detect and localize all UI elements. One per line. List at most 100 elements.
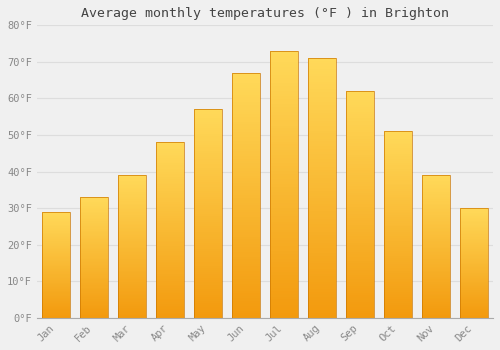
Bar: [42, 300, 70, 301]
Bar: [384, 135, 411, 137]
Bar: [118, 288, 146, 289]
Bar: [232, 139, 260, 141]
Bar: [270, 296, 297, 299]
Bar: [346, 146, 374, 148]
Bar: [42, 287, 70, 288]
Bar: [346, 198, 374, 200]
Bar: [118, 298, 146, 299]
Bar: [270, 184, 297, 187]
Bar: [346, 223, 374, 225]
Bar: [308, 58, 336, 61]
Bar: [232, 166, 260, 168]
Bar: [422, 266, 450, 268]
Bar: [346, 302, 374, 304]
Bar: [422, 242, 450, 244]
Bar: [118, 311, 146, 312]
Bar: [232, 168, 260, 171]
Bar: [270, 112, 297, 115]
Bar: [270, 313, 297, 315]
Bar: [346, 264, 374, 266]
Bar: [270, 155, 297, 158]
Bar: [118, 264, 146, 265]
Bar: [308, 173, 336, 175]
Bar: [422, 316, 450, 318]
Bar: [118, 185, 146, 187]
Bar: [194, 153, 222, 155]
Bar: [308, 300, 336, 302]
Bar: [118, 314, 146, 315]
Bar: [232, 284, 260, 286]
Bar: [422, 281, 450, 282]
Bar: [156, 184, 184, 186]
Bar: [194, 234, 222, 237]
Bar: [42, 298, 70, 299]
Bar: [308, 58, 336, 318]
Bar: [194, 205, 222, 208]
Bar: [384, 163, 411, 165]
Bar: [270, 251, 297, 254]
Bar: [80, 296, 108, 297]
Bar: [270, 166, 297, 168]
Bar: [232, 154, 260, 156]
Bar: [42, 244, 70, 245]
Bar: [460, 259, 487, 260]
Bar: [232, 90, 260, 92]
Bar: [422, 311, 450, 312]
Bar: [118, 272, 146, 274]
Bar: [80, 309, 108, 310]
Bar: [460, 242, 487, 243]
Bar: [42, 297, 70, 298]
Bar: [194, 149, 222, 151]
Bar: [232, 176, 260, 178]
Bar: [80, 288, 108, 289]
Bar: [270, 80, 297, 83]
Bar: [346, 211, 374, 214]
Bar: [384, 148, 411, 150]
Bar: [42, 313, 70, 314]
Bar: [308, 294, 336, 297]
Bar: [118, 221, 146, 222]
Bar: [194, 309, 222, 312]
Bar: [194, 316, 222, 318]
Bar: [422, 177, 450, 178]
Bar: [422, 278, 450, 279]
Bar: [42, 275, 70, 276]
Bar: [232, 217, 260, 220]
Bar: [118, 189, 146, 191]
Bar: [384, 267, 411, 270]
Bar: [42, 284, 70, 285]
Bar: [346, 209, 374, 211]
Bar: [118, 281, 146, 282]
Bar: [42, 254, 70, 255]
Bar: [118, 184, 146, 185]
Bar: [232, 249, 260, 252]
Bar: [118, 245, 146, 246]
Bar: [232, 95, 260, 97]
Bar: [308, 248, 336, 250]
Bar: [232, 110, 260, 112]
Bar: [156, 218, 184, 219]
Bar: [384, 169, 411, 170]
Bar: [270, 315, 297, 318]
Bar: [194, 128, 222, 130]
Bar: [194, 280, 222, 282]
Bar: [422, 197, 450, 198]
Bar: [460, 222, 487, 224]
Bar: [194, 208, 222, 209]
Bar: [118, 226, 146, 228]
Bar: [194, 174, 222, 176]
Bar: [422, 296, 450, 298]
Bar: [42, 317, 70, 318]
Bar: [42, 316, 70, 317]
Bar: [194, 161, 222, 163]
Bar: [308, 308, 336, 310]
Bar: [118, 208, 146, 209]
Bar: [194, 122, 222, 124]
Bar: [80, 315, 108, 317]
Bar: [270, 238, 297, 240]
Bar: [346, 125, 374, 127]
Bar: [308, 313, 336, 315]
Bar: [232, 105, 260, 107]
Bar: [308, 240, 336, 243]
Bar: [42, 264, 70, 265]
